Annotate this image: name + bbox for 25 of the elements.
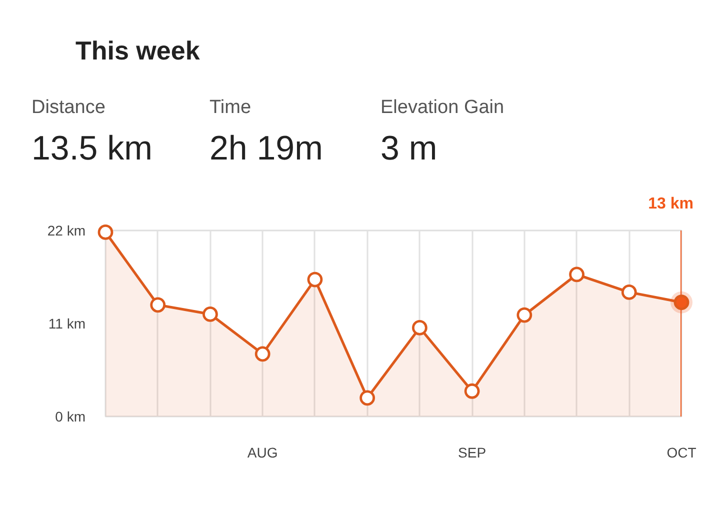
text: 2h 19m [210,130,323,168]
point [202,306,218,322]
text: 3 m [380,130,438,168]
point [412,320,428,336]
text: 13.5 km [32,130,152,168]
x-tick-label: OCT [666,444,697,460]
point [569,266,584,282]
text: Distance [32,97,106,118]
y-tick-label: 22 km [47,222,86,238]
text: Elevation Gain [380,97,504,118]
point [150,297,166,313]
y-tick-label: 0 km [55,408,86,424]
point [516,307,532,323]
point [254,346,270,362]
text: Time [210,97,252,118]
point [307,272,323,288]
point [464,383,480,399]
point [98,224,114,240]
chart-title: This week [76,36,200,66]
x-tick-label: SEP [458,444,486,460]
y-tick-label: 11 km [48,316,86,332]
point [360,390,376,406]
x-tick-label: AUG [247,444,278,460]
point [621,284,637,300]
ref-line-label: 13 km [648,196,694,212]
